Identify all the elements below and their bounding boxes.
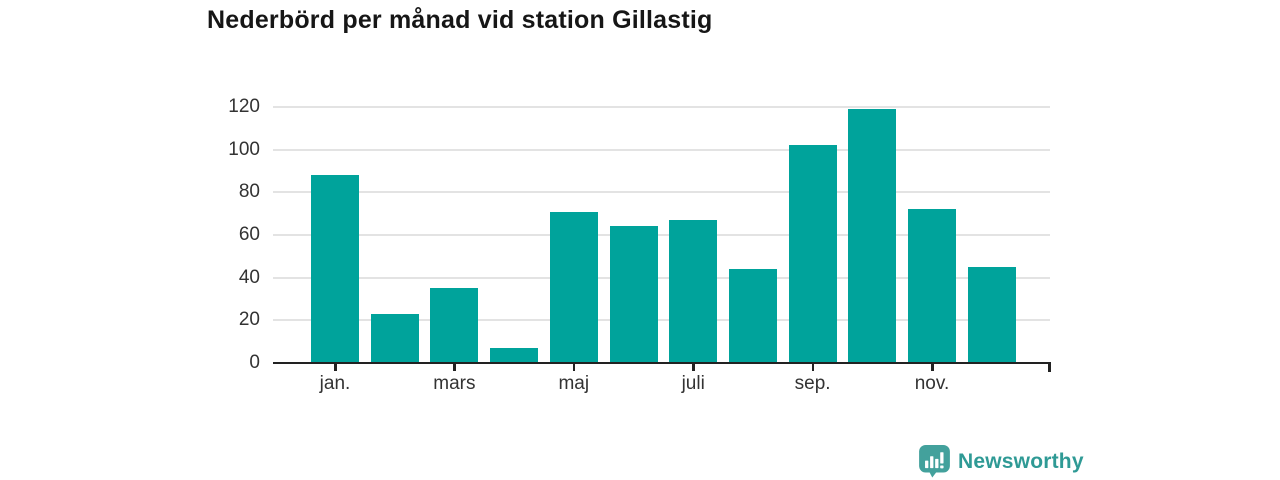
y-tick-label: 80 bbox=[238, 181, 260, 203]
gridline-60 bbox=[273, 234, 1050, 236]
bar-jan. bbox=[311, 175, 359, 363]
y-tick-label: 120 bbox=[228, 96, 260, 117]
bar-aug. bbox=[728, 269, 777, 363]
bar-okt. bbox=[848, 109, 897, 363]
x-tick-sep. bbox=[811, 364, 815, 371]
bar-juni bbox=[609, 226, 658, 363]
bar-sep. bbox=[788, 145, 837, 363]
bar-apr. bbox=[490, 348, 539, 363]
x-tick-mars bbox=[453, 364, 456, 371]
y-tick-label: 60 bbox=[238, 224, 260, 245]
bar-juli bbox=[669, 220, 718, 363]
x-tick-label: maj bbox=[558, 373, 590, 394]
x-tick-nov. bbox=[931, 364, 934, 371]
bar-nov. bbox=[908, 209, 956, 363]
gridline-40 bbox=[273, 276, 1050, 279]
x-tick-label: juli bbox=[681, 373, 705, 394]
x-axis-end-tick bbox=[1048, 361, 1051, 372]
x-tick-label: sep. bbox=[794, 373, 831, 394]
y-tick-label: 100 bbox=[228, 138, 260, 160]
x-axis-line bbox=[273, 361, 1050, 364]
y-tick-label: 40 bbox=[238, 266, 260, 288]
y-tick-label: 0 bbox=[249, 352, 260, 373]
newsworthy-logo[interactable]: Newsworthy bbox=[919, 445, 1084, 478]
chart-title: Nederbörd per månad vid station Gillasti… bbox=[207, 6, 713, 34]
newsworthy-logo-text: Newsworthy bbox=[958, 449, 1084, 473]
bar-dec. bbox=[967, 267, 1016, 363]
bar-feb. bbox=[370, 313, 419, 363]
bar-maj bbox=[549, 211, 598, 363]
x-tick-jan. bbox=[334, 364, 337, 371]
x-tick-maj bbox=[572, 364, 576, 371]
x-tick-label: mars bbox=[433, 373, 476, 394]
x-tick-label: jan. bbox=[319, 373, 351, 394]
gridline-80 bbox=[273, 191, 1050, 194]
bar-mars bbox=[430, 288, 479, 363]
y-tick-label: 20 bbox=[238, 309, 260, 331]
newsworthy-logo-icon bbox=[919, 445, 950, 478]
gridline-100 bbox=[273, 148, 1050, 151]
gridline-20 bbox=[273, 319, 1050, 322]
x-tick-label: nov. bbox=[914, 373, 950, 394]
gridline-120 bbox=[273, 106, 1050, 108]
x-tick-juli bbox=[692, 364, 695, 371]
